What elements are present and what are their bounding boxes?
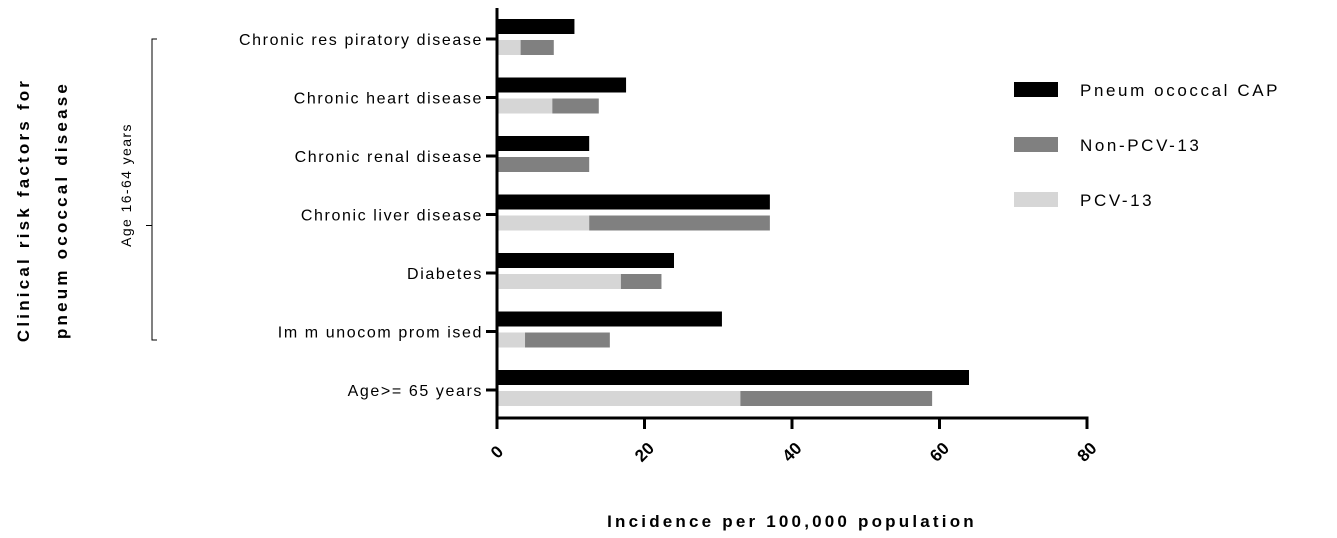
bar-pneumococcal-cap bbox=[497, 370, 969, 385]
bar-pcv-13 bbox=[497, 215, 590, 231]
category-label: Im m unocom prom ised bbox=[278, 325, 483, 342]
category-label: Chronic heart disease bbox=[294, 91, 483, 108]
bar-pneumococcal-cap bbox=[497, 136, 590, 151]
axes bbox=[486, 8, 1089, 429]
bar-pcv-13 bbox=[497, 40, 521, 55]
bar-pneumococcal-cap bbox=[497, 194, 770, 210]
bar-pcv-13 bbox=[497, 332, 526, 348]
bar-non-pcv-13 bbox=[525, 332, 610, 348]
bar-pneumococcal-cap bbox=[497, 253, 674, 268]
legend-label: Non-PCV-13 bbox=[1080, 136, 1201, 155]
legend-swatch bbox=[1014, 192, 1058, 207]
x-tick-label: 80 bbox=[1074, 439, 1101, 466]
category-label: Chronic renal disease bbox=[295, 149, 483, 166]
bar-pcv-13 bbox=[497, 391, 741, 406]
y-axis-title-line: pneum ococcal disease bbox=[52, 81, 71, 339]
category-label: Chronic res piratory disease bbox=[239, 32, 483, 49]
category-label: Age>= 65 years bbox=[348, 383, 483, 400]
bar-non-pcv-13 bbox=[740, 391, 933, 406]
legend-label: Pneum ococcal CAP bbox=[1080, 81, 1280, 100]
bar-pneumococcal-cap bbox=[497, 19, 575, 34]
bar-non-pcv-13 bbox=[497, 157, 590, 172]
bracket-line bbox=[151, 38, 157, 341]
legend-swatch bbox=[1014, 82, 1058, 97]
x-axis-title: Incidence per 100,000 population bbox=[607, 512, 977, 531]
bar-pneumococcal-cap bbox=[497, 77, 627, 93]
category-label: Chronic liver disease bbox=[301, 208, 483, 225]
x-tick-label: 40 bbox=[779, 439, 806, 466]
category-labels: Chronic res piratory disease Chronic hear… bbox=[239, 32, 483, 400]
bars bbox=[497, 19, 969, 406]
bar-non-pcv-13 bbox=[620, 274, 662, 289]
bracket-label: Age 16-64 years bbox=[118, 123, 134, 247]
legend-label: PCV-13 bbox=[1080, 191, 1154, 210]
bar-pcv-13 bbox=[497, 98, 553, 114]
x-tick-label: 60 bbox=[926, 439, 953, 466]
legend: Pneum ococcal CAP Non-PCV-13 PCV-13 bbox=[1014, 81, 1280, 210]
y-axis-title-line: Clinical risk factors for bbox=[14, 78, 33, 342]
category-label: Diabetes bbox=[407, 266, 483, 283]
age-bracket: Age 16-64 years bbox=[118, 38, 157, 341]
x-tick-label: 0 bbox=[487, 442, 507, 462]
bar-pcv-13 bbox=[497, 274, 621, 289]
legend-swatch bbox=[1014, 137, 1058, 152]
bar-non-pcv-13 bbox=[589, 215, 770, 231]
y-axis-title: Clinical risk factors for pneum ococcal d… bbox=[14, 78, 71, 342]
bar-pneumococcal-cap bbox=[497, 311, 722, 327]
x-tick-label: 20 bbox=[631, 439, 658, 466]
x-tick-labels: 0 20 40 60 80 bbox=[487, 439, 1100, 466]
bar-non-pcv-13 bbox=[520, 40, 554, 55]
bar-non-pcv-13 bbox=[552, 98, 599, 114]
